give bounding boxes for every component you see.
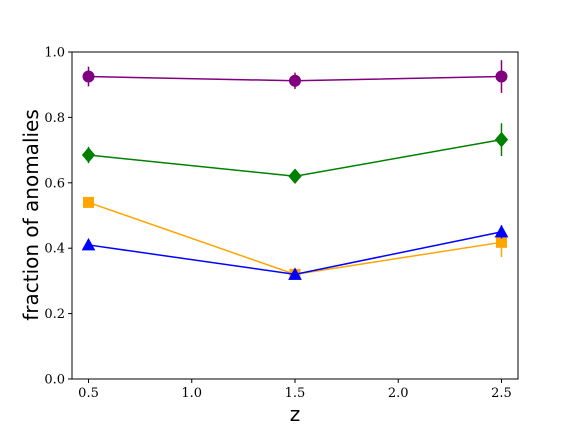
plot-frame <box>71 51 519 380</box>
series-layer <box>81 60 509 280</box>
y-tick-label: 0.0 <box>44 373 65 388</box>
data-point <box>82 70 95 83</box>
series-square <box>83 196 507 280</box>
y-tick-label: 0.4 <box>44 242 65 257</box>
series-triangle <box>81 224 509 280</box>
y-axis-label: fraction of anomalies <box>19 109 43 321</box>
y-tick-label: 0.8 <box>44 111 65 126</box>
data-point <box>495 236 507 248</box>
data-point <box>81 147 96 163</box>
y-tick-label: 0.2 <box>44 307 65 322</box>
ticks-layer: 0.5 1.0 1.5 2.0 2.5 0.0 0.2 0.4 0.6 0.8 1.0 <box>44 46 512 402</box>
x-tick-label: 2.0 <box>388 386 409 401</box>
x-tick-label: 1.5 <box>285 386 306 401</box>
data-point <box>83 196 95 208</box>
data-point <box>288 267 302 280</box>
series-line <box>88 201 502 276</box>
data-point <box>81 237 96 251</box>
data-point <box>494 224 509 238</box>
data-point <box>494 131 509 148</box>
data-point <box>288 168 302 185</box>
y-tick-label: 1.0 <box>44 46 65 61</box>
series-diamond <box>81 123 509 185</box>
x-axis-label: z <box>290 402 301 426</box>
y-tick-label: 0.6 <box>44 176 65 191</box>
series-circle <box>82 60 508 93</box>
data-point <box>289 74 301 87</box>
data-point <box>495 70 508 83</box>
x-tick-label: 1.0 <box>181 386 202 401</box>
x-tick-label: 2.5 <box>491 386 512 401</box>
x-tick-label: 0.5 <box>78 386 99 401</box>
